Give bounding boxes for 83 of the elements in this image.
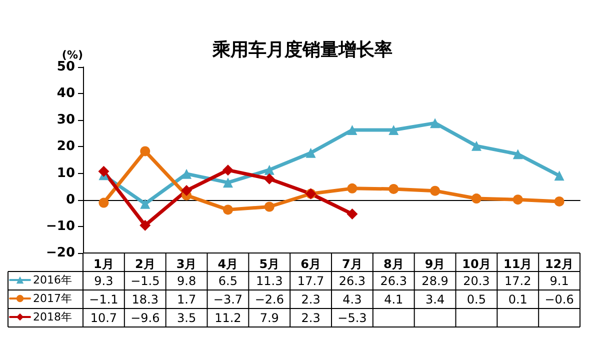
data-label: 6.5: [218, 274, 238, 288]
y-tick-label: −10: [46, 218, 75, 234]
x-tick-label: 3月: [176, 257, 197, 271]
point: [98, 198, 109, 208]
point: [140, 198, 150, 209]
chart-title: 乘用车月度销量增长率: [212, 40, 392, 60]
data-label: 10.7: [90, 310, 118, 325]
x-tick-label: 6月: [300, 257, 321, 271]
point: [222, 164, 234, 176]
data-label: 11.3: [256, 274, 283, 288]
y-tick-label: 50: [56, 60, 75, 74]
data-label: 11.2: [214, 310, 242, 325]
point: [264, 173, 275, 184]
data-label: 0.5: [466, 292, 486, 306]
x-tick-label: 5月: [259, 257, 280, 271]
point: [554, 196, 564, 206]
data-label: −3.7: [213, 292, 243, 306]
data-label: 9.3: [94, 274, 114, 288]
data-label: 20.3: [463, 274, 490, 288]
y-tick-label: 10: [56, 166, 75, 181]
data-label: −1.1: [89, 292, 118, 306]
legend-label: 2018年: [33, 310, 72, 324]
x-tick-label: 7月: [342, 257, 362, 271]
point: [182, 168, 192, 179]
legend-label: 2017年: [33, 292, 72, 305]
data-label: 4.1: [384, 292, 404, 306]
y-tick-label: 40: [56, 86, 75, 102]
data-label: 1.7: [176, 292, 196, 306]
data-label: 26.3: [338, 274, 366, 288]
y-tick-label: 20: [56, 139, 75, 154]
point: [430, 186, 440, 196]
point: [512, 149, 523, 160]
point: [471, 140, 482, 151]
point: [471, 194, 482, 204]
data-label: 9.8: [176, 274, 196, 288]
point: [388, 184, 399, 194]
data-label: 2.3: [301, 310, 320, 325]
x-tick-label: 2月: [134, 257, 156, 271]
point: [388, 124, 399, 135]
data-label: 9.1: [550, 274, 569, 288]
point: [222, 204, 233, 215]
point: [347, 124, 358, 135]
point: [306, 148, 316, 158]
point: [222, 178, 233, 188]
data-label: 17.2: [504, 274, 532, 288]
point: [346, 208, 358, 220]
point: [140, 220, 151, 231]
data-label: 0.1: [508, 292, 528, 306]
point: [430, 118, 440, 128]
point: [264, 202, 274, 212]
x-tick-label: 11月: [504, 257, 532, 271]
x-tick-label: 12月: [544, 257, 574, 271]
x-tick-label: 9月: [424, 257, 446, 271]
y-tick-label: −20: [46, 246, 75, 260]
data-label: 7.9: [260, 310, 279, 325]
point: [512, 194, 523, 205]
data-label: −9.6: [130, 310, 160, 325]
point: [181, 185, 192, 196]
data-label: 17.7: [297, 274, 324, 288]
point: [140, 146, 150, 156]
y-axis-title: (%): [62, 48, 83, 62]
data-label: −1.5: [130, 274, 160, 288]
data-label: 3.4: [425, 292, 445, 306]
data-label: −2.6: [254, 292, 284, 306]
x-tick-label: 8月: [383, 257, 404, 271]
y-tick-label: 30: [56, 112, 75, 128]
data-label: 2.3: [301, 292, 320, 306]
data-label: 18.3: [132, 292, 158, 306]
point: [554, 170, 564, 181]
x-tick-label: 10月: [462, 257, 491, 271]
x-tick-label: 1月: [94, 257, 114, 271]
point: [98, 166, 110, 177]
data-label: 4.3: [342, 292, 362, 306]
data-label: −0.6: [544, 292, 574, 306]
x-tick-label: 4月: [218, 257, 238, 271]
data-label: 28.9: [422, 274, 448, 288]
data-label: −5.3: [338, 310, 367, 325]
data-label: 26.3: [380, 274, 407, 288]
legend-label: 2016年: [33, 274, 72, 286]
point: [264, 164, 274, 175]
y-tick-label: 0: [66, 192, 75, 208]
point: [347, 183, 358, 194]
data-label: 3.5: [176, 310, 196, 325]
